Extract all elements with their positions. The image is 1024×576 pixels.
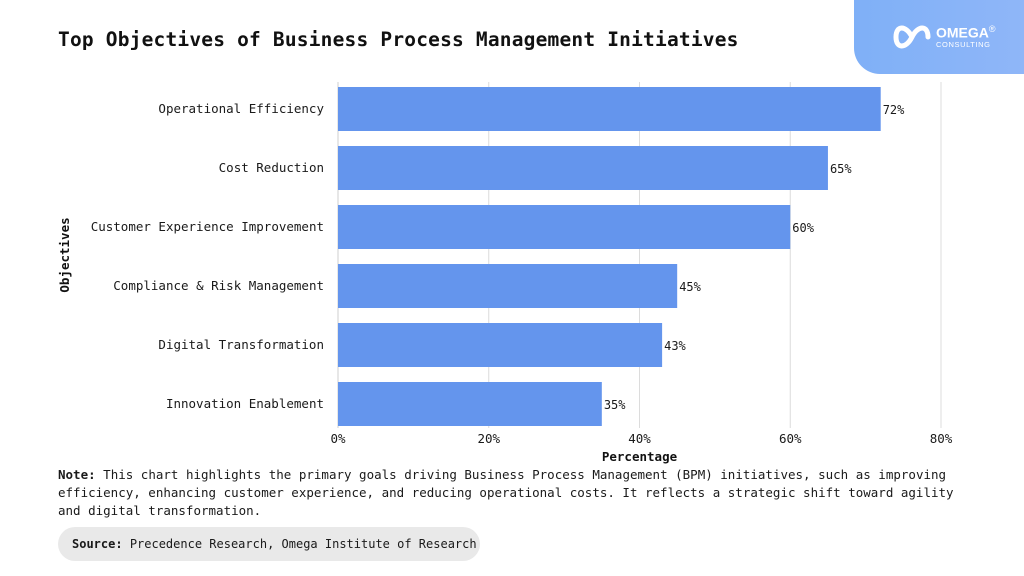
source-text: Precedence Research, Omega Institute of …	[129, 537, 477, 551]
category-label: Digital Transformation	[158, 337, 324, 352]
category-label: Innovation Enablement	[166, 396, 324, 411]
bar-value-label: 35%	[604, 398, 626, 412]
logo-subtitle: CONSULTING	[936, 40, 991, 49]
logo-name: OMEGA®	[936, 24, 996, 41]
bar	[338, 382, 602, 426]
bar	[338, 264, 678, 308]
x-tick-label: 80%	[930, 431, 953, 446]
bar	[338, 87, 881, 131]
bar	[338, 323, 663, 367]
x-tick-label: 0%	[330, 431, 346, 446]
x-axis-title: Percentage	[602, 449, 678, 464]
x-tick-label: 40%	[628, 431, 651, 446]
infinity-logo-icon	[893, 25, 931, 49]
category-label: Customer Experience Improvement	[91, 219, 324, 234]
bar-value-label: 65%	[830, 162, 852, 176]
category-label: Operational Efficiency	[158, 101, 324, 116]
bar-value-label: 45%	[679, 280, 701, 294]
grid-lines	[337, 82, 942, 428]
logo-registered-mark: ®	[988, 24, 996, 34]
note-label: Note:	[58, 467, 96, 482]
x-tick-label: 60%	[779, 431, 802, 446]
category-label: Compliance & Risk Management	[113, 278, 324, 293]
labels: 0% 20% 40% 60% 80% Operational Efficiency 72% C…	[57, 101, 953, 464]
note-text: This chart highlights the primary goals …	[58, 467, 954, 518]
source-label: Source:	[72, 537, 123, 551]
source-pill: Source: Precedence Research, Omega Insti…	[58, 527, 480, 561]
chart-title: Top Objectives of Business Process Manag…	[58, 28, 739, 51]
y-axis-title: Objectives	[57, 217, 72, 292]
bar-value-label: 72%	[883, 103, 905, 117]
category-label: Cost Reduction	[219, 160, 324, 175]
bar-value-label: 60%	[792, 221, 814, 235]
x-tick-label: 20%	[477, 431, 500, 446]
chart-note: Note: This chart highlights the primary …	[58, 466, 973, 520]
bar-value-label: 43%	[664, 339, 686, 353]
bar	[338, 205, 791, 249]
brand-logo: OMEGA® CONSULTING	[854, 0, 1024, 74]
bar-chart: 0% 20% 40% 60% 80% Operational Efficiency 72% C…	[57, 82, 953, 464]
bars	[338, 87, 881, 426]
bar	[338, 146, 828, 190]
